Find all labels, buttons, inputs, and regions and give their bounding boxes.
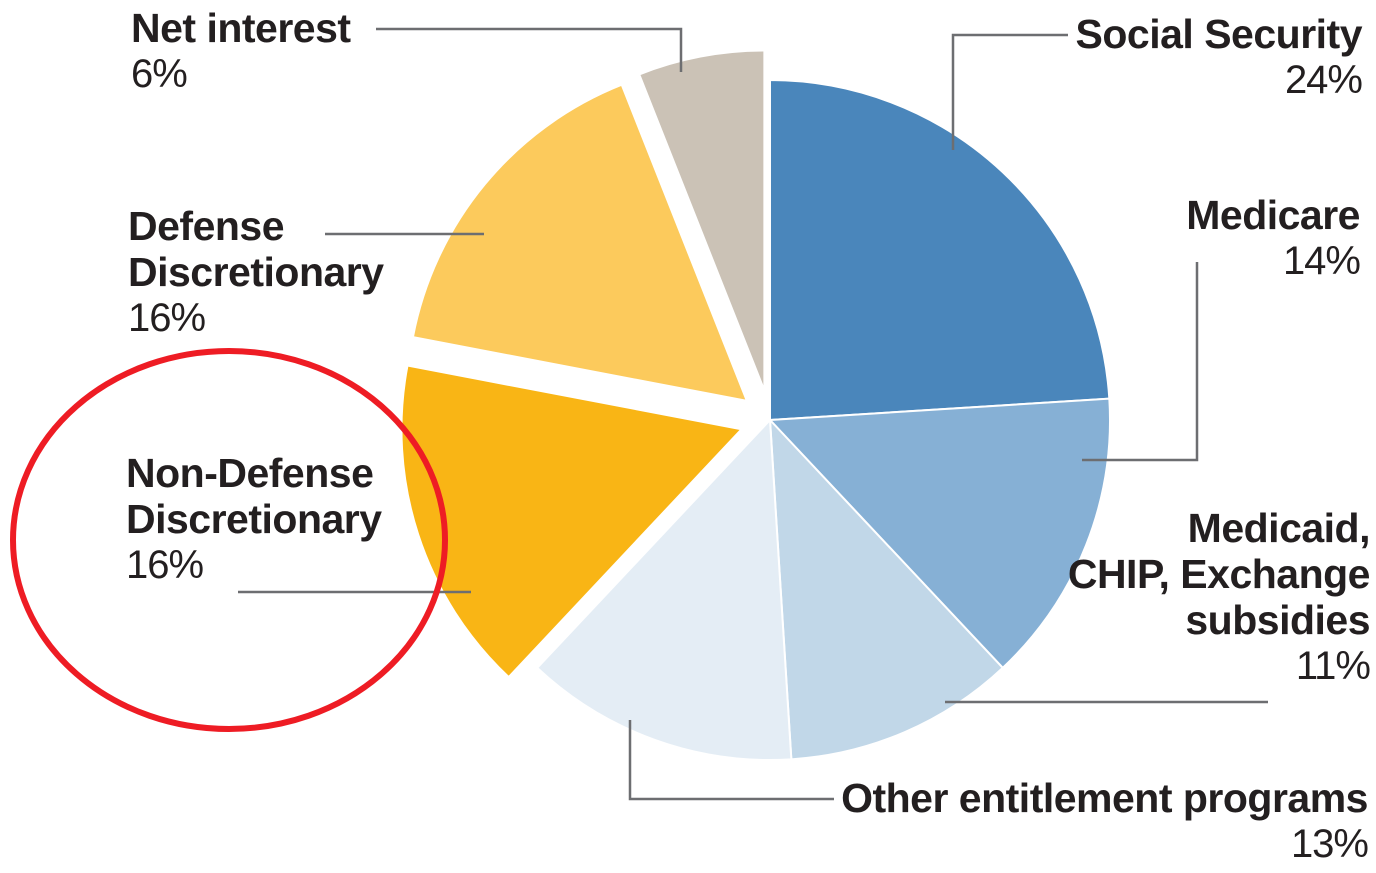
label-other-entitlement-name: Other entitlement programs [841,775,1368,821]
leader-lines [238,27,1268,801]
highlight-ellipse [10,348,448,732]
pie-slices [400,49,1111,761]
label-medicare: Medicare 14% [1186,192,1361,284]
label-nondefense-pct: 16% [126,542,204,587]
leader-line-medicare [1082,262,1199,462]
leader-line-other [628,720,834,801]
label-medicare-pct: 14% [1282,238,1361,283]
pie-slice-social-security [769,78,1111,422]
label-defense: Defense Discretionary 16% [128,203,384,341]
label-medicaid: Medicaid, CHIP, Exchange subsidies 11% [1067,505,1371,689]
pie-slice-other-entitlement-programs [535,417,793,761]
label-medicaid-line1: Medicaid, [1187,505,1371,551]
label-net-interest-name: Net interest [131,5,351,51]
pie-slice-defense-discretionary [411,83,749,403]
label-defense-line1: Defense [128,203,285,249]
label-social-security-name: Social Security [1075,11,1363,57]
pie-slice-net-interest [637,49,766,391]
label-net-interest: Net interest 6% [131,5,351,97]
pie-slice-medicare [767,397,1111,670]
label-medicare-name: Medicare [1186,192,1360,238]
leader-line-net-interest [376,27,683,72]
label-nondefense-line2: Discretionary [126,495,382,542]
label-other-entitlement: Other entitlement programs 13% [841,775,1369,867]
label-medicaid-line3: subsidies [1185,596,1370,643]
label-social-security-pct: 24% [1284,57,1363,102]
label-defense-line2: Discretionary [128,248,384,295]
label-other-entitlement-pct: 13% [1290,821,1369,866]
label-net-interest-pct: 6% [131,51,188,96]
leader-line-social-security [951,33,1068,150]
label-medicaid-line2: CHIP, Exchange [1067,550,1371,597]
label-nondefense-line1: Non-Defense [126,450,374,496]
pie-slice-non-defense-discretionary [400,364,744,679]
label-defense-pct: 16% [128,295,206,340]
label-nondefense: Non-Defense Discretionary 16% [126,450,382,588]
label-medicaid-pct: 11% [1295,643,1371,688]
pie-slice-medicaid-chip-exchange-subsidies [768,417,1005,761]
label-social-security: Social Security 24% [1075,11,1363,103]
